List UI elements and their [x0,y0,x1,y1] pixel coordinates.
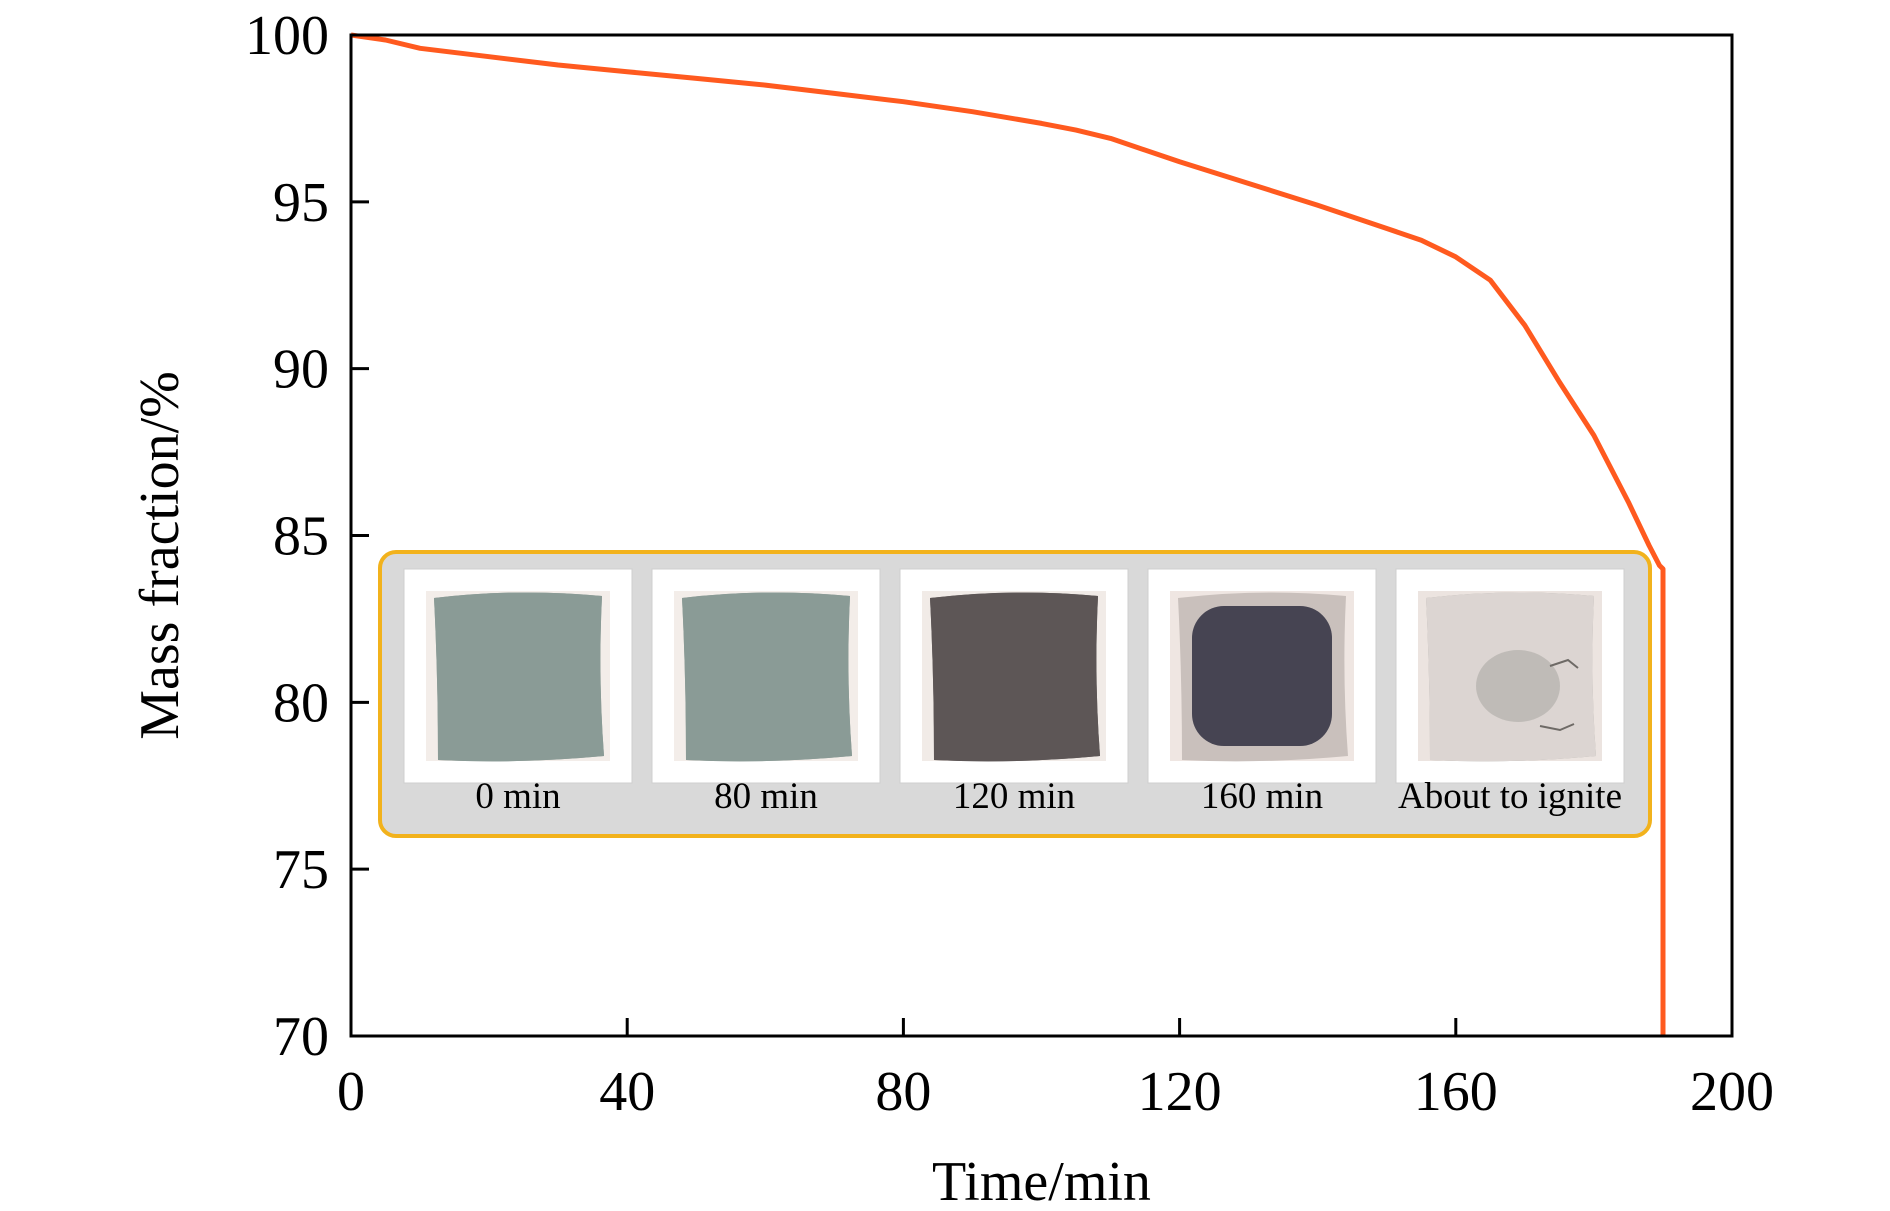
sample-dark-spot [1476,650,1560,722]
sample-square [682,592,852,762]
x-tick-label: 160 [1414,1061,1498,1123]
photo-inset: 0 min 80 min 120 min 160 min About to ignite [378,550,1652,838]
sample-panel: About to ignite [1395,568,1625,817]
panel-caption: 80 min [714,776,818,817]
sample-panel: 80 min [651,568,881,817]
sample-panel: 0 min [403,568,633,817]
panel-caption: 120 min [953,776,1075,817]
x-tick-label: 0 [337,1061,365,1123]
x-axis-title: Time/min [932,1151,1151,1211]
x-tick-label: 200 [1690,1061,1774,1123]
y-tick-label: 85 [273,506,329,568]
y-tick-label: 100 [245,5,329,67]
sample-square [434,592,604,762]
sample-panel: 160 min [1147,568,1377,817]
x-tick-label: 120 [1138,1061,1222,1123]
x-tick-label: 40 [599,1061,655,1123]
labels-layer: 0 40 80 120 160 200 70 75 80 85 90 95 100 [245,5,1774,1123]
mass-fraction-line [350,32,1666,1036]
x-tick-label: 80 [875,1061,931,1123]
y-tick-label: 75 [273,839,329,901]
sample-panel: 120 min [899,568,1129,817]
y-tick-label: 95 [273,172,329,234]
plot-frame [349,33,1734,1038]
sample-charred-core [1192,606,1332,746]
sample-crack [1539,723,1575,732]
ticks-layer [351,200,1458,1036]
y-tick-label: 70 [273,1006,329,1068]
sample-crack [1549,658,1579,669]
y-tick-label: 80 [273,672,329,734]
panel-caption: About to ignite [1398,776,1622,817]
y-axis-title: Mass fraction/% [129,371,191,740]
panel-caption: 0 min [475,776,560,817]
y-tick-label: 90 [273,339,329,401]
panel-caption: 160 min [1201,776,1323,817]
series-layer [350,32,1666,1036]
sample-square [930,592,1100,762]
